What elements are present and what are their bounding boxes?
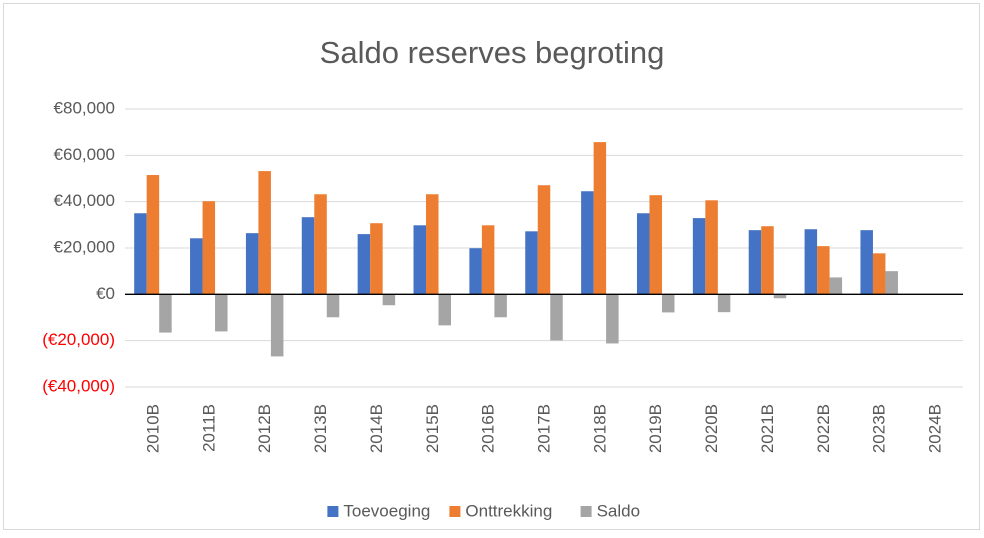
- legend-label: Saldo: [597, 501, 640, 520]
- x-tick-label: 2021B: [758, 404, 777, 453]
- x-tick-label: 2017B: [534, 404, 553, 453]
- bar: [593, 142, 607, 295]
- bar: [860, 230, 873, 295]
- x-tick-label: 2010B: [143, 404, 162, 453]
- bar: [258, 171, 271, 295]
- bar: [748, 230, 762, 295]
- bar: [134, 213, 147, 295]
- bar: [314, 194, 327, 295]
- legend-swatch: [327, 506, 339, 517]
- y-tick-label: €0: [96, 284, 115, 303]
- bar: [581, 191, 594, 295]
- chart-title: Saldo reserves begroting: [320, 35, 665, 70]
- y-tick-label: €60,000: [54, 145, 115, 164]
- bar: [469, 248, 482, 295]
- bar: [270, 294, 284, 357]
- bar: [817, 246, 830, 295]
- x-tick-label: 2016B: [479, 404, 498, 453]
- bar: [717, 294, 731, 313]
- legend-label: Toevoeging: [343, 501, 430, 520]
- legend-swatch: [580, 506, 592, 517]
- legend-swatch: [449, 506, 461, 517]
- bar: [146, 175, 160, 295]
- bar: [357, 234, 371, 295]
- bar: [537, 185, 551, 295]
- bar: [885, 271, 898, 295]
- bar: [190, 238, 203, 295]
- bar: [692, 218, 706, 295]
- x-tick-label: 2013B: [311, 404, 330, 453]
- bar: [829, 277, 843, 295]
- bar: [606, 294, 619, 344]
- bar: [550, 294, 563, 341]
- bar: [804, 229, 818, 295]
- bar: [481, 225, 495, 295]
- bar: [761, 226, 774, 295]
- x-tick-label: 2022B: [814, 404, 833, 453]
- y-tick-label: (€40,000): [42, 376, 115, 395]
- y-tick-label: (€20,000): [42, 330, 115, 349]
- bar: [426, 194, 439, 295]
- bar: [636, 213, 650, 295]
- bar: [525, 231, 538, 295]
- bar: [661, 294, 675, 313]
- bar: [301, 217, 315, 295]
- bar: [215, 294, 228, 332]
- bar: [438, 294, 452, 326]
- x-tick-label: 2018B: [590, 404, 609, 453]
- bar: [382, 294, 396, 306]
- x-tick-label: 2020B: [702, 404, 721, 453]
- x-tick-label: 2011B: [199, 404, 218, 452]
- x-tick-label: 2024B: [926, 404, 945, 453]
- y-tick-label: €80,000: [54, 98, 115, 117]
- legend-label: Onttrekking: [465, 501, 552, 520]
- x-tick-label: 2023B: [870, 404, 889, 453]
- bar: [705, 200, 718, 295]
- bar: [872, 253, 886, 295]
- bar: [370, 223, 383, 295]
- y-tick-label: €40,000: [54, 191, 115, 210]
- bar: [159, 294, 172, 333]
- bar: [326, 294, 340, 318]
- bar: [494, 294, 507, 318]
- bar: [773, 294, 787, 299]
- bar: [413, 225, 427, 295]
- x-tick-label: 2019B: [646, 404, 665, 453]
- x-tick-label: 2014B: [367, 404, 386, 453]
- x-tick-label: 2015B: [423, 404, 442, 453]
- x-tick-label: 2012B: [255, 404, 274, 453]
- bar: [649, 195, 662, 295]
- y-tick-label: €20,000: [54, 237, 115, 256]
- bar: [245, 233, 259, 295]
- bar: [202, 201, 216, 295]
